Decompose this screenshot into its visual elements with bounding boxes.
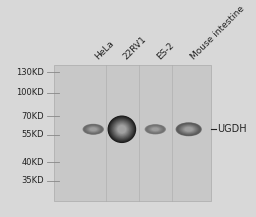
Text: 55KD: 55KD: [22, 130, 44, 139]
Ellipse shape: [88, 127, 98, 132]
Ellipse shape: [151, 127, 160, 132]
Ellipse shape: [176, 122, 202, 136]
Ellipse shape: [113, 121, 131, 138]
Ellipse shape: [146, 125, 165, 134]
Ellipse shape: [114, 122, 130, 137]
Ellipse shape: [116, 124, 127, 135]
Ellipse shape: [117, 125, 127, 134]
Ellipse shape: [147, 125, 163, 133]
Ellipse shape: [152, 127, 159, 131]
Ellipse shape: [110, 118, 133, 140]
Ellipse shape: [146, 125, 164, 134]
Ellipse shape: [148, 126, 163, 133]
Ellipse shape: [183, 126, 195, 132]
Ellipse shape: [110, 118, 134, 141]
Ellipse shape: [112, 120, 132, 139]
Text: 100KD: 100KD: [17, 88, 44, 97]
Ellipse shape: [89, 127, 98, 132]
Ellipse shape: [109, 117, 135, 142]
Ellipse shape: [178, 123, 200, 135]
Ellipse shape: [181, 125, 197, 133]
Ellipse shape: [113, 120, 131, 138]
Ellipse shape: [87, 126, 100, 133]
Ellipse shape: [184, 127, 194, 132]
Ellipse shape: [84, 125, 102, 134]
Ellipse shape: [151, 127, 159, 131]
Text: 70KD: 70KD: [22, 112, 44, 121]
Ellipse shape: [88, 127, 99, 132]
Text: UGDH: UGDH: [217, 124, 247, 134]
Ellipse shape: [108, 116, 135, 142]
Ellipse shape: [150, 127, 161, 132]
Ellipse shape: [86, 125, 101, 133]
Ellipse shape: [84, 124, 103, 134]
Ellipse shape: [182, 125, 196, 133]
Ellipse shape: [86, 126, 100, 133]
Ellipse shape: [85, 125, 101, 133]
Ellipse shape: [145, 124, 165, 134]
Ellipse shape: [178, 124, 199, 135]
Ellipse shape: [85, 125, 102, 134]
Ellipse shape: [179, 124, 198, 134]
Ellipse shape: [115, 123, 128, 135]
Ellipse shape: [150, 127, 161, 132]
Text: 35KD: 35KD: [22, 176, 44, 185]
Ellipse shape: [90, 127, 97, 131]
Ellipse shape: [147, 125, 164, 133]
Ellipse shape: [111, 119, 133, 140]
Text: HeLa: HeLa: [93, 39, 116, 61]
Ellipse shape: [118, 125, 126, 133]
Ellipse shape: [149, 126, 162, 132]
Ellipse shape: [184, 127, 193, 132]
Ellipse shape: [152, 128, 158, 131]
Ellipse shape: [185, 127, 193, 131]
Ellipse shape: [177, 123, 200, 136]
Text: Mouse intestine: Mouse intestine: [189, 4, 246, 61]
Ellipse shape: [82, 124, 104, 135]
Text: 130KD: 130KD: [16, 68, 44, 77]
Ellipse shape: [179, 124, 199, 135]
Text: 22RV1: 22RV1: [122, 35, 149, 61]
Ellipse shape: [115, 122, 129, 136]
Ellipse shape: [108, 115, 136, 143]
Ellipse shape: [145, 124, 166, 134]
Ellipse shape: [176, 123, 201, 136]
Ellipse shape: [83, 124, 103, 135]
Ellipse shape: [182, 126, 195, 133]
Ellipse shape: [148, 126, 162, 133]
Ellipse shape: [180, 125, 197, 134]
Text: 40KD: 40KD: [22, 158, 44, 167]
FancyBboxPatch shape: [54, 65, 211, 201]
Ellipse shape: [90, 128, 97, 131]
Text: ES-2: ES-2: [155, 41, 176, 61]
Ellipse shape: [87, 126, 99, 132]
